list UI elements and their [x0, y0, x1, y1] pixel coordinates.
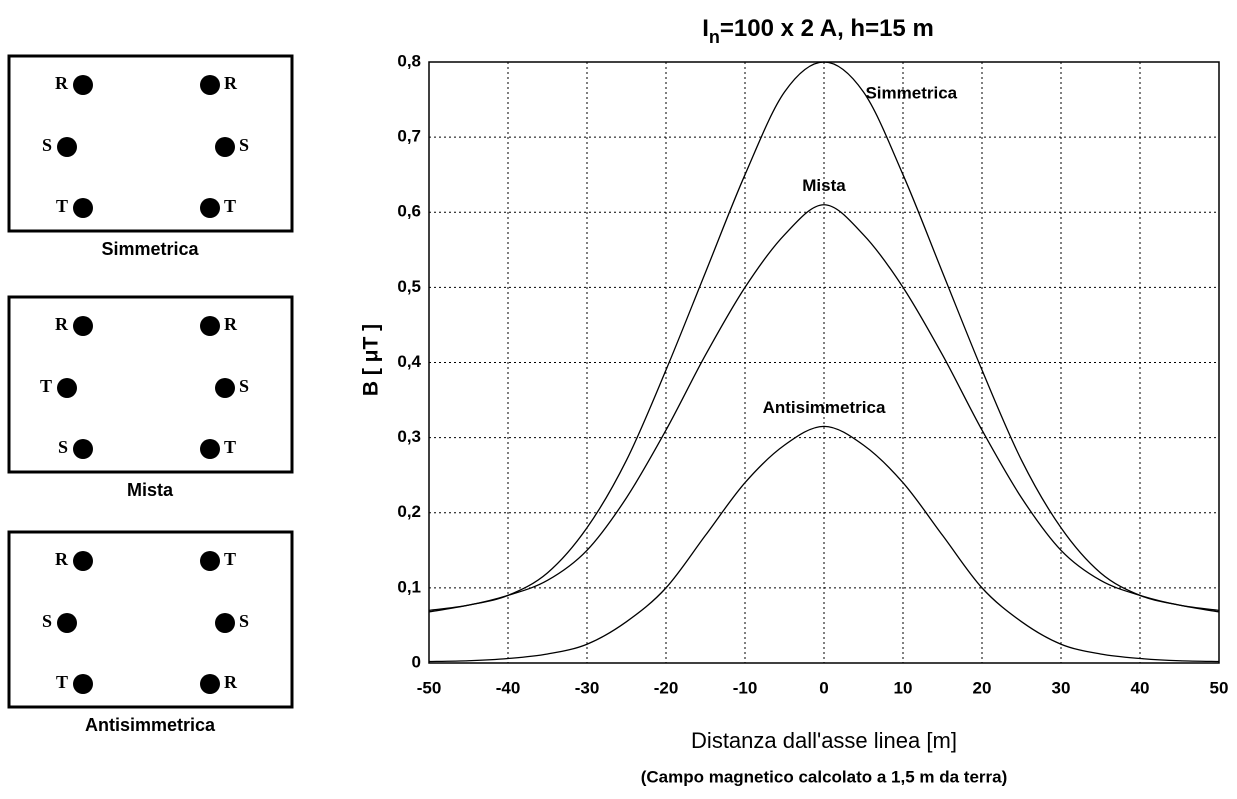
phase-label: S — [42, 135, 52, 155]
title-base: I — [702, 15, 709, 42]
configuration-box — [7, 530, 294, 709]
series-label: Mista — [802, 176, 846, 195]
x-tick-label: 50 — [1210, 678, 1229, 697]
x-tick-label: -10 — [733, 678, 758, 697]
phase-label: S — [58, 437, 68, 457]
phase-label: T — [40, 376, 52, 396]
series-line — [428, 204, 1220, 612]
phase-label: R — [55, 73, 69, 93]
chart-title: In=100 x 2 A, h=15 m — [702, 15, 934, 46]
configuration-caption: Antisimmetrica — [85, 715, 216, 735]
conductor — [57, 378, 77, 398]
y-tick-label: 0,1 — [397, 577, 421, 596]
conductor — [200, 198, 220, 218]
phase-label: S — [42, 611, 52, 631]
x-tick-label: 10 — [894, 678, 913, 697]
phase-label: S — [239, 135, 249, 155]
conductor — [200, 439, 220, 459]
title-rest: =100 x 2 A, h=15 m — [720, 15, 934, 42]
y-tick-label: 0,4 — [397, 352, 421, 371]
conductor — [200, 75, 220, 95]
note: (Campo magnetico calcolato a 1,5 m da te… — [641, 767, 1008, 786]
conductor — [73, 551, 93, 571]
y-axis-label: B [ μT ] — [360, 324, 383, 396]
x-axis-label: Distanza dall'asse linea [m] — [691, 728, 957, 753]
x-tick-label: -30 — [575, 678, 600, 697]
conductor — [215, 613, 235, 633]
x-tick-label: 30 — [1052, 678, 1071, 697]
conductor — [73, 198, 93, 218]
phase-label: R — [55, 549, 69, 569]
conductor — [215, 378, 235, 398]
y-tick-label: 0 — [412, 652, 421, 671]
conductor — [200, 316, 220, 336]
title-subscript: n — [709, 27, 720, 47]
configuration-box — [7, 54, 294, 233]
conductor — [73, 439, 93, 459]
configuration-caption: Simmetrica — [101, 239, 199, 259]
series-label: Simmetrica — [865, 83, 957, 102]
configuration-box — [7, 295, 294, 474]
y-tick-label: 0,6 — [397, 202, 421, 221]
conductor — [73, 75, 93, 95]
phase-label: T — [224, 549, 236, 569]
phase-label: T — [224, 437, 236, 457]
y-tick-label: 0,7 — [397, 127, 421, 146]
x-tick-label: 20 — [973, 678, 992, 697]
phase-label: R — [224, 314, 238, 334]
y-tick-label: 0,5 — [397, 277, 421, 296]
phase-label: S — [239, 376, 249, 396]
conductor — [200, 551, 220, 571]
phase-label: S — [239, 611, 249, 631]
x-tick-label: -40 — [496, 678, 521, 697]
conductor — [57, 613, 77, 633]
phase-label: T — [56, 196, 68, 216]
conductor — [200, 674, 220, 694]
phase-label: R — [55, 314, 69, 334]
series-line — [428, 425, 1220, 663]
configuration-caption: Mista — [127, 480, 174, 500]
x-tick-label: 0 — [819, 678, 828, 697]
x-tick-label: -20 — [654, 678, 679, 697]
phase-label: T — [224, 196, 236, 216]
phase-label: T — [56, 672, 68, 692]
y-tick-label: 0,3 — [397, 427, 421, 446]
phase-label: R — [224, 73, 238, 93]
conductor — [215, 137, 235, 157]
conductor — [57, 137, 77, 157]
x-tick-label: 40 — [1131, 678, 1150, 697]
series-label: Antisimmetrica — [763, 398, 886, 417]
y-tick-label: 0,2 — [397, 502, 421, 521]
series-line — [428, 61, 1220, 613]
y-tick-label: 0,8 — [397, 51, 421, 70]
conductor — [73, 316, 93, 336]
phase-label: R — [224, 672, 238, 692]
x-tick-label: -50 — [417, 678, 442, 697]
conductor — [73, 674, 93, 694]
